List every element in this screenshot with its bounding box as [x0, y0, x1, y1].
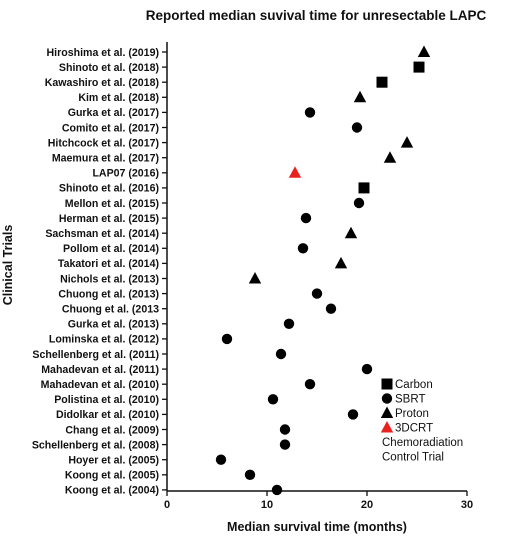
y-axis-label: Clinical Trials: [1, 225, 15, 306]
category-label: Chuong et al. (2013): [58, 288, 159, 300]
data-point: [279, 439, 291, 450]
legend-marker-3dcrt: [380, 421, 394, 433]
legend: Carbon SBRT Proton 3DCRT Chemoradiation Contr…: [380, 378, 463, 464]
category-label: Mahadevan et al. (2011): [41, 364, 159, 376]
category-label: Takatori et al. (2014): [58, 258, 159, 270]
category-label: Koong et al. (2005): [65, 470, 159, 482]
data-point: [353, 90, 367, 103]
data-point: [267, 394, 279, 405]
data-point: [325, 303, 337, 314]
legend-marker-proton: [380, 406, 394, 418]
category-labels: Hiroshima et al. (2019) Shinoto et al. (2…: [32, 47, 167, 497]
x-tick-labels: 0 10 20 30: [164, 491, 473, 511]
data-point: [297, 243, 309, 254]
axes: [166, 42, 467, 492]
data-point: [361, 363, 373, 375]
data-markers: [215, 45, 431, 496]
category-label: Kawashiro et al. (2018): [45, 77, 159, 89]
data-point: [304, 107, 316, 118]
data-point: [311, 288, 323, 299]
category-label: Hoyer et al. (2005): [68, 455, 159, 467]
category-label: Gurka et al. (2013): [68, 319, 159, 331]
data-point: [358, 182, 370, 194]
legend-note: Control Trial: [382, 452, 444, 464]
chart-title: Reported median suvival time for unresec…: [146, 8, 487, 23]
category-label: Herman et al. (2015): [59, 213, 159, 225]
legend-note: Chemoradiation: [382, 437, 463, 449]
category-label: Comito et al. (2017): [62, 122, 159, 134]
data-point: [300, 212, 312, 224]
data-point: [376, 76, 388, 88]
category-label: Lominska et al. (2012): [49, 334, 159, 346]
data-point: [344, 226, 358, 239]
category-label: Chuong et al. (2013: [62, 304, 159, 316]
category-label: Polistina et al. (2010): [54, 394, 159, 406]
category-label: Gurka et al. (2017): [68, 107, 159, 119]
legend-label: Proton: [395, 408, 429, 420]
legend-label: 3DCRT: [395, 423, 433, 435]
data-point: [334, 256, 348, 269]
category-label: Schellenberg et al. (2008): [32, 439, 159, 451]
category-label: Hiroshima et al. (2019): [47, 47, 159, 59]
category-label: Shinoto et al. (2016): [59, 183, 159, 195]
data-point: [351, 122, 363, 133]
data-point: [400, 136, 414, 148]
category-label: Maemura et al. (2017): [52, 153, 159, 165]
category-label: Schellenberg et al. (2011): [32, 349, 159, 361]
legend-label: SBRT: [395, 394, 425, 406]
category-label: Mahadevan et al. (2010): [41, 379, 159, 391]
data-point: [283, 318, 295, 329]
data-point: [417, 45, 431, 57]
x-tick-label: 20: [361, 499, 373, 511]
data-point: [347, 409, 359, 420]
legend-label: Carbon: [395, 379, 433, 391]
legend-marker-sbrt: [381, 393, 393, 404]
x-tick-label: 30: [461, 499, 473, 511]
category-label: Pollom et al. (2014): [63, 243, 159, 255]
data-point: [248, 272, 262, 284]
category-label: Kim et al. (2018): [78, 92, 159, 104]
category-label: Didolkar et al. (2010): [56, 409, 159, 421]
category-label: Mellon et al. (2015): [65, 198, 159, 210]
data-point: [215, 454, 227, 465]
data-point: [288, 166, 302, 178]
x-axis-label: Median survival time (months): [227, 520, 407, 534]
data-point: [279, 424, 291, 435]
data-point: [221, 333, 233, 345]
legend-marker-carbon: [381, 378, 393, 390]
data-point: [304, 379, 316, 390]
data-point: [275, 348, 287, 360]
category-label: Hitchcock et al. (2017): [48, 137, 159, 149]
data-point: [353, 197, 365, 209]
category-label: Sachsman et al. (2014): [45, 228, 159, 240]
x-tick-label: 10: [261, 499, 273, 511]
data-point: [413, 61, 425, 73]
data-point: [271, 484, 283, 496]
category-label: LAP07 (2016): [92, 168, 159, 180]
category-label: Koong et al. (2004): [65, 485, 159, 497]
category-label: Shinoto et al. (2018): [59, 62, 159, 74]
data-point: [244, 469, 256, 480]
data-point: [383, 151, 397, 163]
category-label: Chang et al. (2009): [65, 424, 159, 436]
x-tick-label: 0: [164, 499, 170, 511]
category-label: Nichols et al. (2013): [60, 273, 159, 285]
